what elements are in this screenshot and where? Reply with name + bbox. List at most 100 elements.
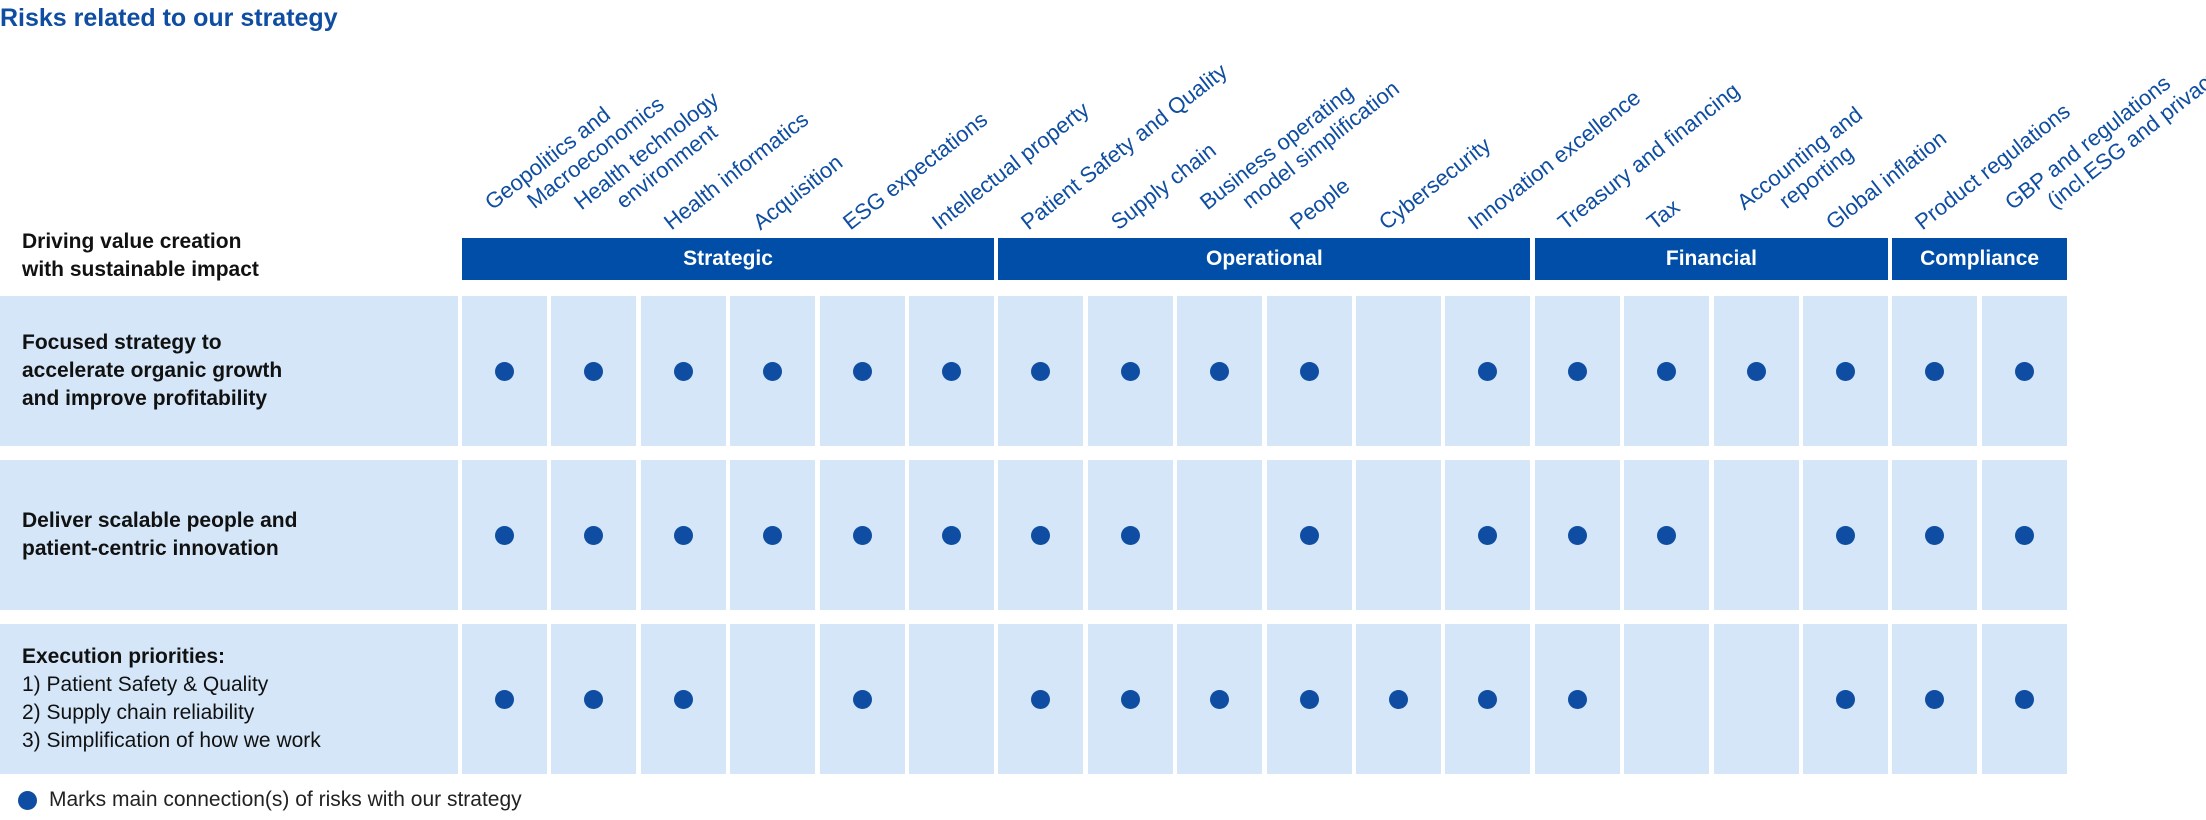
row-label-line: patient-centric innovation <box>22 537 279 560</box>
column-label-line: Tax <box>1642 193 1685 235</box>
category-header: Compliance <box>1892 238 2067 280</box>
column-label: Intellectual property <box>927 97 1094 235</box>
row-label-line: 1) Patient Safety & Quality <box>22 673 269 696</box>
row-label-line: Execution priorities: <box>22 645 226 668</box>
connection-dot-icon <box>1031 526 1051 545</box>
matrix-cell <box>1266 296 1352 446</box>
matrix-cell <box>998 296 1084 446</box>
connection-dot-icon <box>673 690 693 709</box>
matrix-cell <box>462 460 547 610</box>
connection-dot-icon <box>1389 690 1408 709</box>
matrix-cell <box>1445 624 1531 774</box>
connection-dot-icon <box>1031 690 1051 709</box>
matrix-cell <box>998 624 1084 774</box>
row-label-line: Deliver scalable people and <box>22 509 298 532</box>
matrix-cell <box>1713 624 1799 774</box>
matrix-cell <box>1624 460 1710 610</box>
connection-dot-icon <box>673 526 693 545</box>
category-header: Strategic <box>462 238 994 280</box>
matrix-cell <box>1445 296 1531 446</box>
category-header: Financial <box>1534 238 1888 280</box>
connection-dot-icon <box>1210 362 1230 381</box>
legend: Marks main connection(s) of risks with o… <box>18 788 522 812</box>
connection-dot-icon <box>1925 690 1945 709</box>
matrix-cell <box>1534 460 1620 610</box>
matrix-cell <box>1713 460 1799 610</box>
connection-dot-icon <box>2014 526 2034 545</box>
matrix-cell <box>730 296 816 446</box>
connection-dot-icon <box>763 526 783 545</box>
legend-dot-icon <box>18 790 37 810</box>
matrix-cell <box>1892 624 1978 774</box>
connection-dot-icon <box>1925 526 1945 545</box>
matrix-cell <box>1981 296 2067 446</box>
row-label-line: Focused strategy to <box>22 331 222 354</box>
matrix-cell <box>1356 624 1441 774</box>
connection-dot-icon <box>495 362 514 381</box>
page-title: Risks related to our strategy <box>0 4 338 32</box>
matrix-cell <box>909 460 994 610</box>
matrix-cell <box>1981 624 2067 774</box>
connection-dot-icon <box>495 690 514 709</box>
column-label: Tax <box>1642 194 1684 235</box>
connection-dot-icon <box>852 690 872 709</box>
matrix-cell <box>1177 296 1263 446</box>
connection-dot-icon <box>1746 362 1766 381</box>
matrix-cell <box>1624 296 1710 446</box>
connection-dot-icon <box>1836 526 1855 545</box>
connection-dot-icon <box>1120 526 1140 545</box>
column-label-line: ESG expectations <box>837 106 992 235</box>
matrix-cell <box>1624 624 1710 774</box>
matrix-cell <box>1803 460 1888 610</box>
matrix-cell <box>1356 296 1441 446</box>
connection-dot-icon <box>1210 690 1230 709</box>
connection-dot-icon <box>1657 526 1677 545</box>
matrix-cell <box>1356 460 1441 610</box>
connection-dot-icon <box>1567 362 1587 381</box>
connection-dot-icon <box>1478 526 1498 545</box>
matrix-cell <box>1803 624 1888 774</box>
row-label: Deliver scalable people and patient-centr… <box>22 507 297 563</box>
matrix-cell <box>640 624 726 774</box>
column-label: ESG expectations <box>838 107 992 235</box>
category-header: Operational <box>998 238 1531 280</box>
connection-dot-icon <box>1299 362 1319 381</box>
matrix-cell <box>1892 460 1978 610</box>
matrix-cell <box>640 460 726 610</box>
connection-dot-icon <box>1299 526 1319 545</box>
matrix-cell <box>551 624 637 774</box>
matrix-cell <box>551 460 637 610</box>
connection-dot-icon <box>584 526 604 545</box>
matrix-cell <box>998 460 1084 610</box>
row-label-line: 2) Supply chain reliability <box>22 701 255 724</box>
matrix-cell <box>819 460 905 610</box>
column-label-line: Intellectual property <box>927 96 1094 235</box>
row-label-cell: Focused strategy to accelerate organic gr… <box>0 296 458 446</box>
connection-dot-icon <box>763 362 783 381</box>
matrix-cell <box>819 296 905 446</box>
connection-dot-icon <box>2014 362 2034 381</box>
matrix-cell <box>1713 296 1799 446</box>
matrix-cell <box>640 296 726 446</box>
matrix-cell <box>1087 296 1173 446</box>
connection-dot-icon <box>584 690 604 709</box>
row-label: Focused strategy to accelerate organic gr… <box>22 329 282 413</box>
connection-dot-icon <box>942 526 961 545</box>
connection-dot-icon <box>1120 690 1140 709</box>
matrix-cell <box>1981 460 2067 610</box>
connection-dot-icon <box>584 362 604 381</box>
row-label-line: and improve profitability <box>22 387 268 410</box>
legend-text: Marks main connection(s) of risks with o… <box>49 788 522 811</box>
matrix-cell <box>1892 296 1978 446</box>
matrix-cell <box>1087 460 1173 610</box>
connection-dot-icon <box>1299 690 1319 709</box>
matrix-cell <box>1087 624 1173 774</box>
connection-dot-icon <box>1567 690 1587 709</box>
matrix-cell <box>819 624 905 774</box>
connection-dot-icon <box>1836 690 1855 709</box>
connection-dot-icon <box>1031 362 1051 381</box>
row-label-line: accelerate organic growth <box>22 359 283 382</box>
connection-dot-icon <box>852 526 872 545</box>
connection-dot-icon <box>1836 362 1855 381</box>
matrix-cell <box>462 624 547 774</box>
